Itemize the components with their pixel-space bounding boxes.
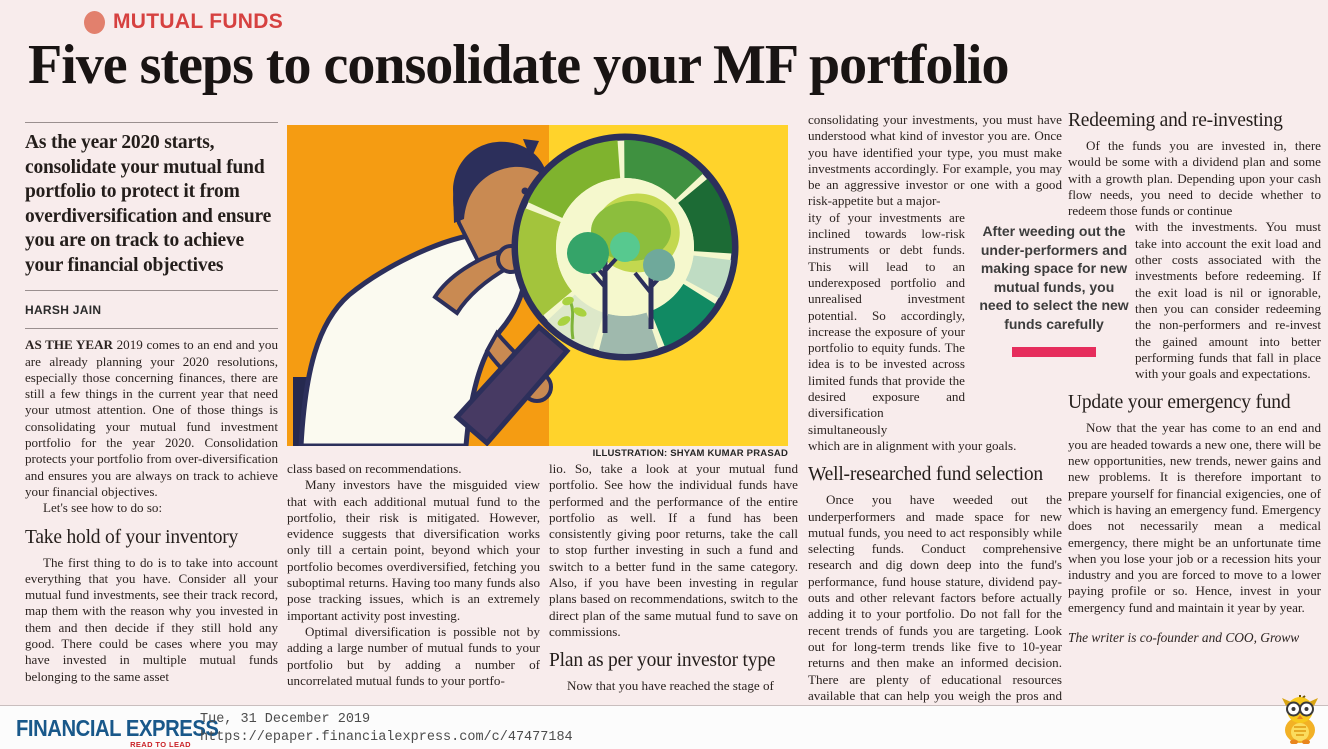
body-paragraph: Of the funds you are invested in, there … [1068, 138, 1321, 219]
body-paragraph: which are in alignment with your goals. [808, 437, 1017, 453]
body-paragraph: AS THE YEAR 2019 comes to an end and you… [25, 337, 278, 500]
body-paragraph: Now that you have reached the stage of [567, 678, 774, 694]
column-4: consolidating your investments, you must… [808, 112, 1062, 737]
divider [25, 290, 278, 291]
financial-express-logo: FINANCIAL EXPRESS READ TO LEAD [16, 715, 219, 749]
column-3: lio. So, take a look at your mutual fund… [549, 461, 798, 695]
allocation-ring [518, 140, 732, 354]
article-headline: Five steps to consolidate your MF portfo… [28, 34, 1009, 96]
body-paragraph: ity of your investments are inclined tow… [808, 209, 965, 437]
column-2: class based on recommendations. Many inv… [287, 461, 540, 689]
logo-wordmark: FINANCIAL EXPRESS [16, 715, 219, 741]
illustration [287, 125, 788, 446]
body-paragraph: Once you have weeded out the underperfor… [808, 492, 1062, 735]
epaper-url[interactable]: https://epaper.financialexpress.com/c/47… [200, 729, 573, 747]
body-paragraph: The first thing to do is to take into ac… [25, 554, 278, 684]
paragraph-text: 2019 comes to an end and you are already… [25, 337, 278, 499]
logo-tagline: READ TO LEAD [130, 740, 191, 749]
trees-icon [557, 193, 680, 340]
body-paragraph: Optimal diversification is possible not … [287, 623, 540, 688]
illustration-graphic [287, 125, 788, 446]
body-paragraph: consolidating your investments, you must… [808, 112, 1062, 209]
section-label: MUTUAL FUNDS [113, 10, 284, 33]
section-heading-investor-type: Plan as per your investor type [549, 650, 776, 672]
pull-quote-bar [1012, 347, 1096, 357]
magnifier-icon [453, 133, 739, 446]
body-paragraph: Let's see how to do so: [43, 500, 163, 516]
body-paragraph: class based on recommendations. [287, 461, 462, 476]
section-bullet-icon [84, 10, 105, 34]
footer-bar: FINANCIAL EXPRESS READ TO LEAD Tue, 31 D… [0, 695, 1328, 749]
owl-mascot-icon[interactable] [1278, 694, 1322, 745]
standfirst: As the year 2020 starts, consolidate you… [25, 132, 272, 276]
section-heading-emergency-fund: Update your emergency fund [1068, 392, 1291, 414]
body-paragraph: Now that the year has come to an end and… [1068, 420, 1321, 615]
divider [25, 122, 278, 123]
column-5: Redeeming and re-investing Of the funds … [1068, 110, 1321, 646]
footer-meta: Tue, 31 December 2019 https://epaper.fin… [200, 711, 573, 747]
pull-quote-text: After weeding out the under-performers a… [979, 223, 1129, 332]
body-paragraph: with the investments. You must take into… [1135, 219, 1321, 382]
illustration-credit: ILLUSTRATION: SHYAM KUMAR PRASAD [592, 448, 788, 459]
writer-credit: The writer is co-founder and COO, Groww [1068, 630, 1300, 646]
paragraph-leadin: AS THE YEAR [25, 337, 114, 353]
body-paragraph: Many investors have the misguided view t… [287, 477, 540, 623]
body-paragraph: lio. So, take a look at your mutual fund… [549, 461, 798, 639]
epaper-link[interactable]: https://epaper.financialexpress.com/c/47… [200, 730, 573, 745]
publication-date: Tue, 31 December 2019 [200, 712, 371, 727]
section-heading-inventory: Take hold of your inventory [25, 526, 239, 548]
section-heading-redeeming: Redeeming and re-investing [1068, 110, 1283, 131]
section-kicker: MUTUAL FUNDS [84, 10, 283, 34]
section-heading-fund-selection: Well-researched fund selection [808, 464, 1043, 486]
divider [25, 328, 278, 330]
column-1: As the year 2020 starts, consolidate you… [25, 118, 278, 685]
pull-quote: After weeding out the under-performers a… [979, 222, 1129, 357]
author-byline: HARSH JAIN [25, 303, 102, 317]
